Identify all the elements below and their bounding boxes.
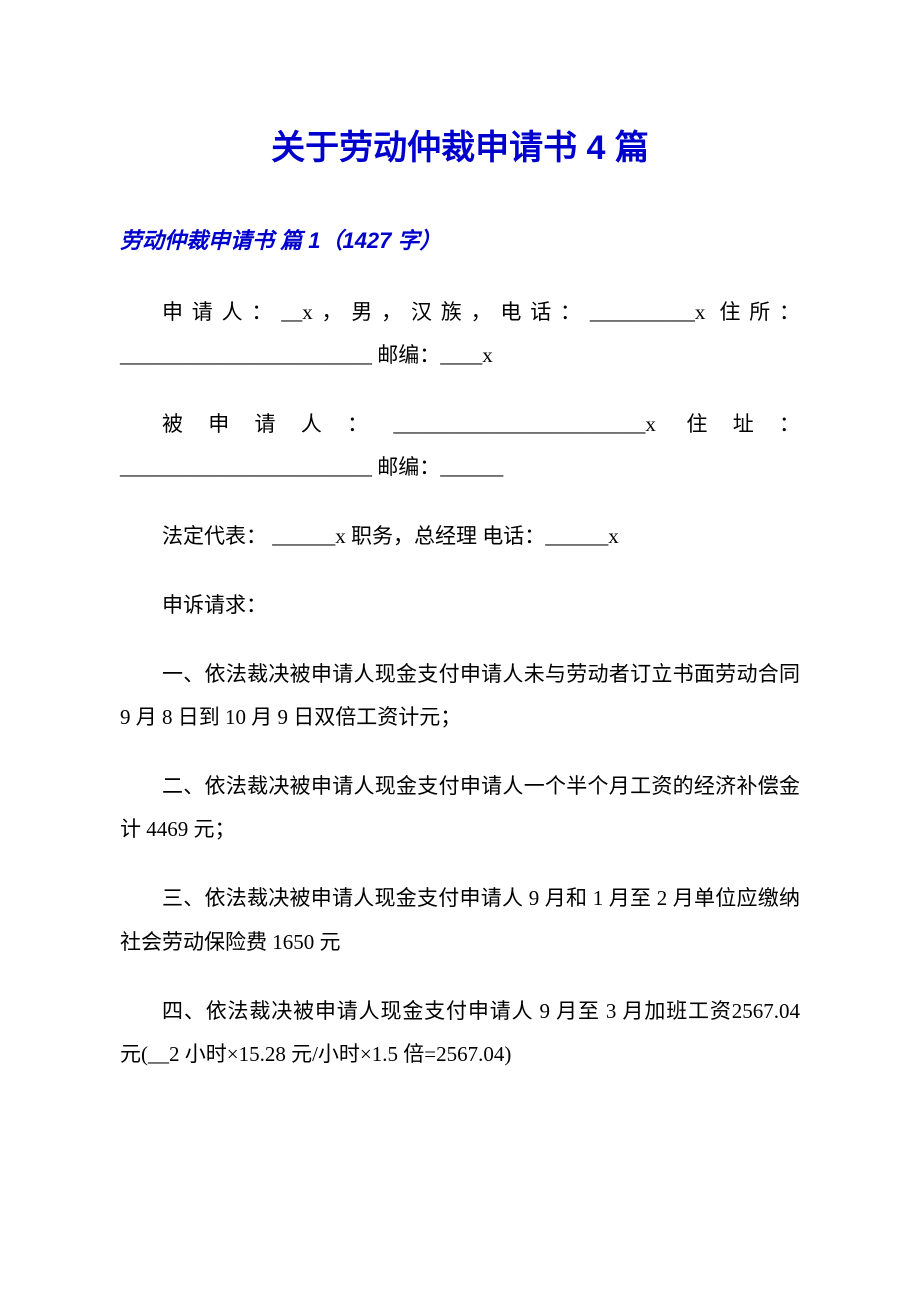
paragraph-respondent: 被申请人：________________________x 住址：______… bbox=[120, 403, 800, 489]
document-page: 关于劳动仲裁申请书 4 篇 劳动仲裁申请书 篇 1（1427 字） 申请人：__… bbox=[0, 0, 920, 1302]
paragraph-claim-2: 二、依法裁决被申请人现金支付申请人一个半个月工资的经济补偿金计 4469 元； bbox=[120, 765, 800, 851]
paragraph-claim-4: 四、依法裁决被申请人现金支付申请人 9 月至 3 月加班工资2567.04 元(… bbox=[120, 990, 800, 1076]
paragraph-applicant: 申请人：__x，男，汉族，电话：__________x 住所：_________… bbox=[120, 291, 800, 377]
document-title: 关于劳动仲裁申请书 4 篇 bbox=[120, 120, 800, 169]
section-subtitle: 劳动仲裁申请书 篇 1（1427 字） bbox=[120, 223, 800, 255]
paragraph-legal-rep: 法定代表： ______x 职务，总经理 电话：______x bbox=[120, 515, 800, 558]
paragraph-claim-1: 一、依法裁决被申请人现金支付申请人未与劳动者订立书面劳动合同 9 月 8 日到 … bbox=[120, 653, 800, 739]
paragraph-request-header: 申诉请求： bbox=[120, 584, 800, 627]
paragraph-claim-3: 三、依法裁决被申请人现金支付申请人 9 月和 1 月至 2 月单位应缴纳社会劳动… bbox=[120, 877, 800, 963]
